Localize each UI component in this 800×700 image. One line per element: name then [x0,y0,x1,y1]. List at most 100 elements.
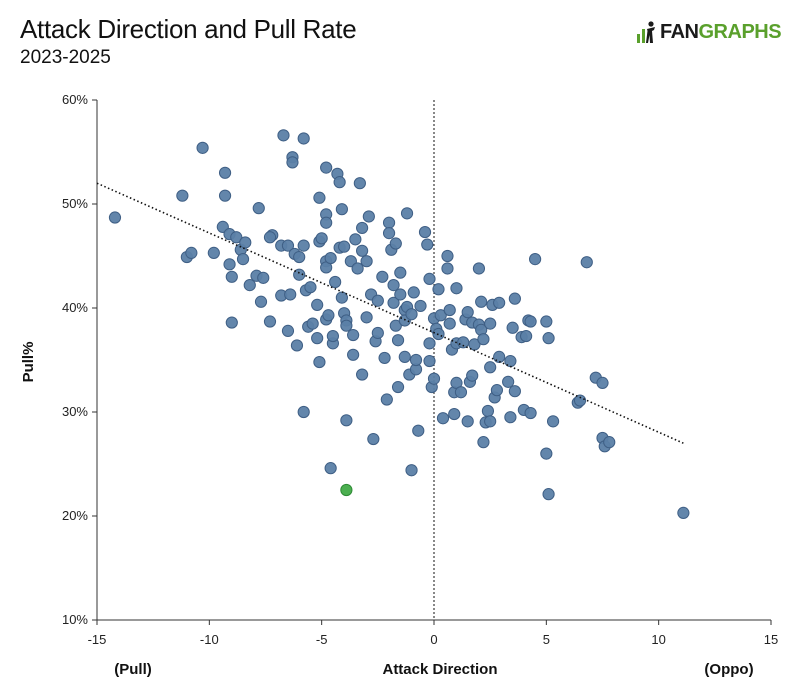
y-tick-label: 30% [62,404,88,419]
scatter-point [441,262,454,275]
scatter-point [243,279,256,292]
scatter-point [297,405,310,419]
y-tick-label: 60% [62,92,88,107]
x-axis-label-pull: (Pull) [114,661,152,678]
scatter-point [207,246,220,259]
scatter-point [418,225,432,239]
scatter-point [398,350,411,363]
scatter-point [454,386,468,399]
scatter-point [477,333,490,346]
scatter-point [230,231,243,244]
scatter-point [326,329,339,343]
chart-subtitle: 2023-2025 [20,47,111,68]
scatter-point [603,436,616,449]
scatter-point [529,253,542,266]
scatter-point [284,288,297,301]
scatter-point [409,353,423,367]
trend-line [96,182,684,444]
scatter-point [340,319,353,332]
scatter-point [338,240,351,253]
scatter-point [236,253,250,266]
scatter-point [304,281,317,294]
scatter-point [223,258,236,271]
x-tick-label: -5 [316,632,328,647]
chart-title: Attack Direction and Pull Rate [20,14,357,44]
fangraphs-logo-icon [637,21,655,43]
fangraphs-logo: FAN GRAPHS [636,20,782,44]
scatter-point [443,317,456,330]
scatter-point [313,355,326,369]
scatter-point [389,319,402,332]
x-tick-label: 10 [651,632,665,647]
scatter-point [311,332,324,345]
scatter-point [176,189,189,202]
y-axis-label: Pull% [20,342,37,383]
scatter-point [263,231,277,244]
scatter-point [320,161,333,174]
scatter-point [477,436,490,449]
scatter-point [315,232,328,245]
scatter-point [394,266,407,279]
scatter-point [405,464,418,477]
scatter-point [475,295,488,308]
scatter-point [252,202,265,215]
x-axis-label: Attack Direction [382,661,497,678]
scatter-point [257,271,270,284]
highlighted-point [340,483,353,497]
scatter-point [349,233,362,246]
scatter-point [524,315,537,328]
trend-line-group [96,182,684,444]
scatter-point [382,216,396,229]
scatter-point [423,272,436,285]
chart-axes: 10% 20% 30% 40% 50% 60% -15 -10 -5 0 5 10 15 [62,92,778,647]
scatter-point [356,368,369,381]
y-tick-label: 50% [62,196,88,211]
scatter-point [405,308,418,321]
scatter-point [493,350,506,363]
scatter-point [443,303,456,317]
scatter-point [335,291,348,304]
scatter-point [448,407,461,421]
scatter-point [490,384,504,397]
scatter-point [432,283,445,296]
x-tick-label: 5 [543,632,550,647]
scatter-point [376,270,389,283]
scatter-point [185,246,198,259]
data-points [108,129,690,519]
scatter-point [481,404,495,418]
scatter-point [427,372,441,385]
scatter-point [508,385,521,398]
scatter-point [389,237,402,250]
scatter-point [380,393,393,406]
scatter-point [524,406,537,420]
scatter-point [540,447,553,460]
x-tick-label: -10 [200,632,219,647]
scatter-point [281,239,295,252]
scatter-point [196,141,209,154]
scatter-point [371,294,384,307]
scatter-point [441,249,454,263]
scatter-point [436,412,450,425]
scatter-point [504,354,517,368]
scatter-point [423,354,436,368]
scatter-point [573,394,587,407]
scatter-point [311,298,324,311]
scatter-point [540,315,553,328]
scatter-point [333,176,346,189]
scatter-point [297,132,310,145]
scatter-point [450,282,463,295]
scatter-point [484,317,497,330]
scatter-point [281,324,295,337]
scatter-point [502,375,515,388]
scatter-point [290,339,304,352]
scatter-point [360,311,373,324]
scatter-point [360,255,373,268]
scatter-point [580,256,593,269]
scatter-point [329,275,342,289]
scatter-point [286,156,299,169]
scatter-point [239,236,252,249]
scatter-point [347,328,360,342]
scatter-point [218,166,232,179]
scatter-point [351,262,364,275]
scatter-point [546,415,560,428]
